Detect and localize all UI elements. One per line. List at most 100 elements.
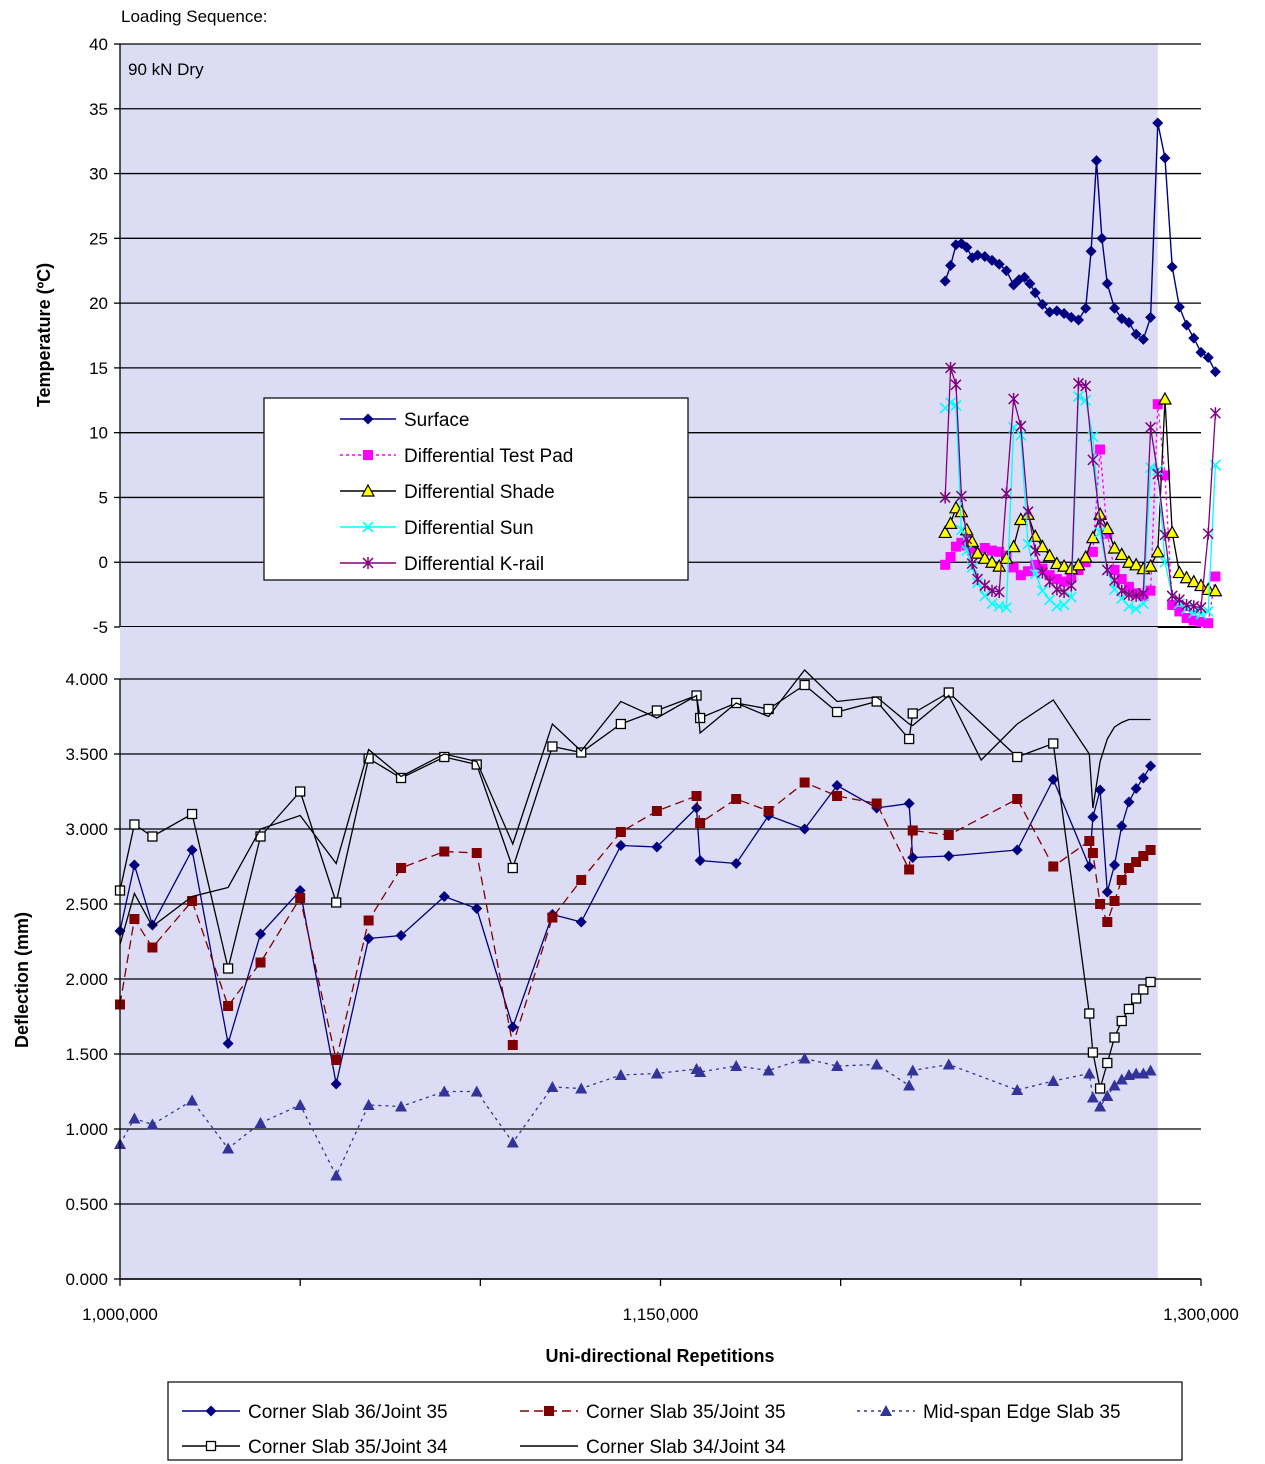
temperature-y-ticks: -5 0 5 10 15 20 25 30 35 40: [89, 35, 120, 637]
corner-slab-35-joint-35-point: [871, 798, 882, 809]
differential-shade-point: [992, 558, 1007, 572]
corner-slab-36-joint-35-point: [651, 841, 663, 853]
corner-slab-36-joint-35-point: [395, 930, 407, 941]
differential-sun-point: [1015, 429, 1027, 441]
corner-slab-35-joint-35-point: [615, 827, 626, 837]
mid-span-edge-slab-35-point: [186, 1094, 199, 1106]
corner-slab-35-joint-34-point: [507, 862, 518, 874]
deflection-plot-background: [120, 627, 1158, 1279]
differential-test-pad-point: [1051, 574, 1062, 585]
differential-k-rail-point: [1094, 516, 1106, 529]
differential-test-pad-point: [1203, 618, 1214, 629]
corner-slab-35-joint-35-point: [763, 806, 774, 816]
differential-shade-point: [1057, 558, 1072, 572]
corner-slab-35-joint-35-point: [1084, 836, 1095, 846]
surface-series: [939, 117, 1221, 378]
surface-point: [1036, 298, 1048, 310]
corner-slab-35-joint-35-point: [1102, 917, 1113, 927]
corner-slab-35-joint-35-point: [187, 896, 198, 906]
surface-point: [979, 250, 991, 262]
differential-test-pad-legend-marker: [363, 450, 373, 460]
deflection-tick-label: 0.500: [65, 1195, 108, 1214]
corner-slab-36-joint-35-point: [1047, 774, 1059, 785]
temperature-y-axis-title: Temperature (ºC): [34, 263, 54, 407]
differential-shade-point: [999, 551, 1014, 564]
differential-sun-legend-marker: [362, 521, 374, 533]
corner-slab-35-joint-34-point: [763, 703, 774, 715]
mid-span-edge-slab-35-point: [222, 1142, 235, 1154]
differential-k-rail-point: [955, 490, 967, 503]
differential-test-pad-point: [1210, 571, 1221, 582]
deflection-legend: Corner Slab 36/Joint 35 Corner Slab 35/Jo…: [167, 1381, 1183, 1461]
differential-k-rail-point: [1036, 566, 1048, 579]
deflection-tick-label: 3.500: [65, 745, 108, 764]
differential-k-rail-point: [1195, 601, 1207, 614]
corner-slab-36-joint-35-point: [1123, 796, 1135, 808]
surface-point: [1018, 271, 1030, 283]
deflection-y-ticks: 0.000 0.500 1.000 1.500 2.000 2.500 3.000 3.500…: [65, 670, 120, 1289]
deflection-tick-label: 3.000: [65, 820, 108, 839]
deflection-y-axis-title: Deflection (mm): [12, 912, 32, 1048]
corner-slab-35-joint-35-point: [576, 875, 587, 885]
differential-shade-point: [1193, 578, 1209, 592]
mid-span-edge-slab-35-point: [1011, 1084, 1024, 1095]
differential-test-pad-point: [1167, 599, 1178, 610]
differential-test-pad-point: [1044, 570, 1055, 581]
differential-sun-point: [1080, 394, 1092, 406]
differential-shade-point: [1121, 554, 1136, 568]
differential-test-pad-point: [1030, 559, 1041, 570]
differential-k-rail-point: [1000, 487, 1012, 500]
differential-k-rail-point: [1159, 529, 1171, 542]
corner-slab-35-joint-34-legend-label: Corner Slab 35/Joint 34: [248, 1437, 448, 1458]
differential-sun-point: [1087, 430, 1099, 443]
surface-point: [1130, 328, 1142, 340]
mid-span-edge-slab-35-point: [831, 1060, 844, 1071]
corner-slab-35-joint-34-point: [331, 897, 342, 908]
surface-point: [972, 249, 984, 261]
corner-slab-35-joint-34-point: [871, 696, 882, 707]
corner-slab-35-joint-35-point: [147, 942, 158, 953]
differential-sun-point: [1094, 526, 1106, 538]
temperature-tick-label: 25: [89, 229, 108, 248]
corner-slab-35-joint-34-point: [1087, 1047, 1099, 1058]
differential-k-rail-point: [1137, 587, 1149, 600]
corner-slab-35-joint-34-point: [147, 831, 158, 842]
differential-sun-point: [945, 397, 957, 409]
surface-point: [1173, 301, 1185, 313]
surface-point: [986, 254, 998, 266]
differential-k-rail-point: [1029, 544, 1041, 557]
differential-shade-point: [1186, 574, 1201, 588]
differential-k-rail-point: [1015, 420, 1027, 433]
mid-span-edge-slab-35-legend-label: Mid-span Edge Slab 35: [923, 1402, 1121, 1423]
corner-slab-35-joint-34-point: [395, 772, 407, 784]
differential-k-rail-point: [1116, 584, 1128, 597]
surface-point: [1209, 366, 1221, 378]
corner-slab-35-joint-34-point: [694, 712, 706, 724]
surface-point: [1116, 313, 1128, 325]
corner-slab-36-joint-35-point: [128, 859, 140, 871]
mid-span-edge-slab-35-point: [614, 1069, 627, 1080]
differential-shade-point: [1143, 558, 1158, 572]
corner-slab-36-joint-35-point: [1145, 760, 1157, 772]
deflection-panel: 0.000 0.500 1.000 1.500 2.000 2.500 3.000 3.500…: [12, 627, 1239, 1461]
corner-slab-35-joint-34-point: [222, 963, 234, 974]
corner-slab-36-joint-35-point: [1087, 811, 1099, 823]
differential-k-rail-point: [993, 586, 1005, 599]
load-annotation: 90 kN Dry: [128, 60, 204, 79]
corner-slab-36-joint-35-point: [363, 933, 375, 944]
differential-test-pad-point: [994, 546, 1005, 557]
differential-sun-point: [1123, 600, 1135, 612]
differential-k-rail-point: [1108, 574, 1121, 587]
differential-k-rail-point: [1087, 453, 1099, 466]
surface-legend-marker: [362, 413, 374, 425]
surface-point: [1024, 278, 1036, 290]
differential-shade-point: [1071, 557, 1086, 571]
mid-span-edge-slab-35-point: [330, 1169, 343, 1181]
x-tick-label: 1,150,000: [623, 1305, 699, 1324]
differential-shade-legend-marker: [360, 483, 376, 497]
corner-slab-36-joint-35-point: [330, 1078, 342, 1090]
differential-test-pad-point: [950, 541, 961, 552]
temperature-tick-label: 10: [89, 424, 108, 443]
surface-point: [1091, 155, 1103, 167]
differential-test-pad-point: [940, 559, 951, 570]
